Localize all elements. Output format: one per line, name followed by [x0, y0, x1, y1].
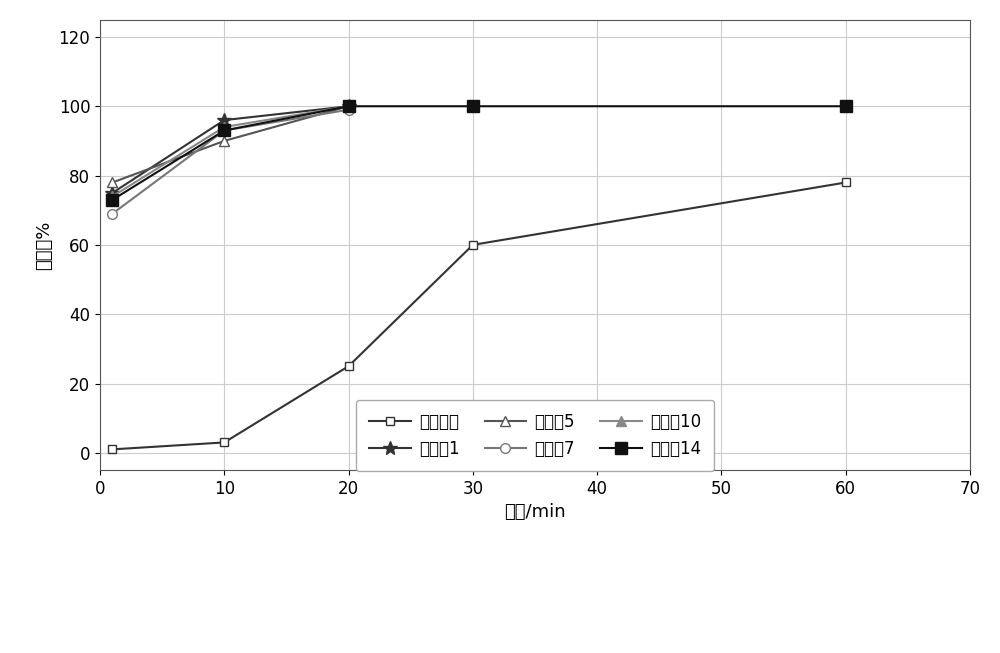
- 参比制剂: [218, 439, 230, 447]
- 实施例14: [840, 103, 852, 110]
- 实施例1: [218, 116, 230, 124]
- 实施例10: [106, 193, 118, 200]
- Line: 参比制剂: 参比制剂: [108, 178, 850, 454]
- 实施例14: [106, 196, 118, 204]
- 实施例14: [218, 127, 230, 135]
- 实施例5: [106, 178, 118, 186]
- Line: 实施例5: 实施例5: [108, 101, 353, 187]
- 参比制剂: [840, 178, 852, 186]
- X-axis label: 时间/min: 时间/min: [504, 503, 566, 522]
- 实施例7: [106, 210, 118, 217]
- Line: 实施例14: 实施例14: [107, 101, 851, 206]
- 实施例5: [218, 137, 230, 145]
- 实施例1: [106, 189, 118, 197]
- 实施例10: [218, 123, 230, 131]
- 实施例14: [343, 103, 355, 110]
- 参比制剂: [343, 362, 355, 370]
- 实施例10: [343, 103, 355, 110]
- 实施例7: [343, 106, 355, 114]
- Y-axis label: 溶出度%: 溶出度%: [35, 220, 53, 270]
- 实施例14: [467, 103, 479, 110]
- Line: 实施例1: 实施例1: [105, 99, 356, 200]
- 参比制剂: [467, 241, 479, 249]
- 参比制剂: [106, 445, 118, 453]
- 实施例7: [218, 127, 230, 135]
- Line: 实施例7: 实施例7: [108, 105, 353, 219]
- 实施例5: [343, 103, 355, 110]
- 实施例1: [343, 103, 355, 110]
- Line: 实施例10: 实施例10: [108, 101, 353, 201]
- Legend: 参比制剂, 实施例1, 实施例5, 实施例7, 实施例10, 实施例14: 参比制剂, 实施例1, 实施例5, 实施例7, 实施例10, 实施例14: [356, 400, 714, 471]
